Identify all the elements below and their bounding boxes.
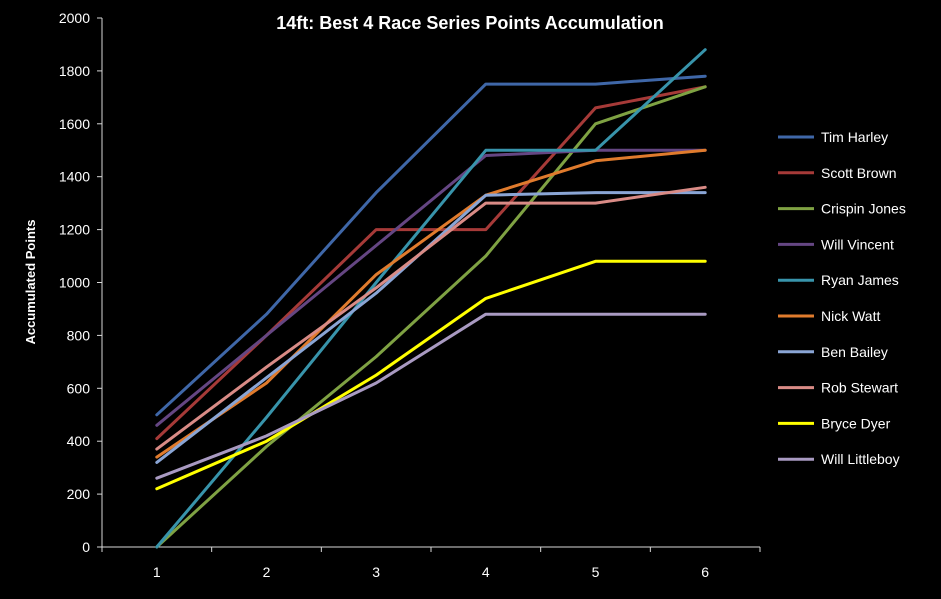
series-line-8 bbox=[155, 259, 707, 491]
y-tick-label: 1200 bbox=[59, 222, 90, 238]
legend-label: Ben Bailey bbox=[821, 344, 888, 360]
y-tick-label: 200 bbox=[67, 486, 91, 502]
legend-label: Will Littleboy bbox=[821, 451, 900, 467]
y-tick-label: 600 bbox=[67, 380, 91, 396]
y-tick-label: 1400 bbox=[59, 169, 90, 185]
y-tick-label: 0 bbox=[82, 539, 90, 555]
chart-title: 14ft: Best 4 Race Series Points Accumula… bbox=[276, 13, 663, 33]
legend-label: Bryce Dyer bbox=[821, 415, 891, 431]
axes bbox=[97, 17, 761, 552]
x-tick-label: 2 bbox=[263, 564, 271, 580]
x-tick-label: 6 bbox=[701, 564, 709, 580]
legend-label: Scott Brown bbox=[821, 165, 896, 181]
series-lines bbox=[155, 48, 707, 549]
y-tick-label: 1000 bbox=[59, 275, 90, 291]
y-tick-label: 1600 bbox=[59, 116, 90, 132]
y-tick-label: 2000 bbox=[59, 10, 90, 26]
series-line-0 bbox=[155, 74, 707, 417]
series-line-3 bbox=[155, 148, 707, 427]
legend-label: Ryan James bbox=[821, 272, 899, 288]
legend-label: Nick Watt bbox=[821, 308, 880, 324]
y-tick-label: 1800 bbox=[59, 63, 90, 79]
y-axis-label: Accumulated Points bbox=[23, 220, 38, 345]
series-line-7 bbox=[155, 185, 707, 451]
series-line-1 bbox=[155, 85, 707, 441]
x-tick-labels: 1 2 3 4 5 6 bbox=[153, 564, 709, 580]
legend-label: Will Vincent bbox=[821, 236, 894, 252]
x-tick-label: 3 bbox=[372, 564, 380, 580]
legend-label: Tim Harley bbox=[821, 129, 888, 145]
x-tick-label: 1 bbox=[153, 564, 161, 580]
x-tick-label: 4 bbox=[482, 564, 490, 580]
series-line-9 bbox=[155, 312, 707, 480]
x-tick-label: 5 bbox=[592, 564, 600, 580]
series-line-4 bbox=[155, 48, 707, 549]
y-tick-label: 800 bbox=[67, 327, 91, 343]
y-tick-label: 400 bbox=[67, 433, 91, 449]
legend-label: Crispin Jones bbox=[821, 201, 906, 217]
y-tick-labels: 0 200 400 600 800 1000 1200 1400 1600 1800 2000 bbox=[59, 10, 90, 555]
legend: Tim Harley Scott Brown Crispin Jones Will V… bbox=[778, 129, 906, 467]
legend-label: Rob Stewart bbox=[821, 380, 898, 396]
series-line-5 bbox=[155, 148, 707, 459]
series-line-2 bbox=[155, 85, 707, 549]
